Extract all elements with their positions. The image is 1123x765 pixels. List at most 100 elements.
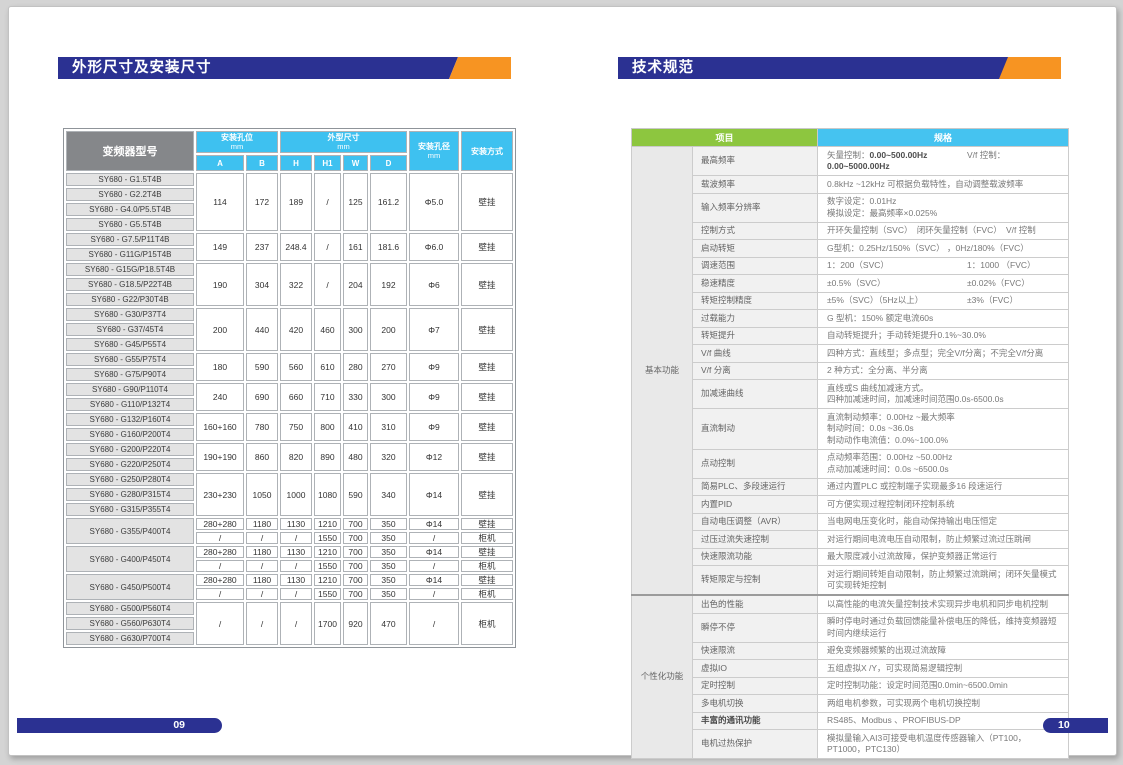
table-row: SY680 - G110/P132T4	[66, 398, 513, 411]
spec-cell: 矢量控制：0.00~500.00Hz V/f 控制：0.00~5000.00Hz	[817, 146, 1069, 176]
dimension-cell: 壁挂	[461, 383, 513, 411]
table-row: SY680 - G7.5/P11T4B 149 237 248.4/161 181.6 Φ…	[66, 233, 513, 261]
model-cell: SY680 - G560/P630T4	[66, 617, 194, 630]
dimension-cell: /	[280, 560, 312, 572]
table-row: SY680 - G200/P220T4 190+190 860 820 890 480 32…	[66, 443, 513, 471]
dimension-cell: 柜机	[461, 532, 513, 544]
dimension-cell: 壁挂	[461, 233, 513, 261]
dimension-cell: 230+230	[196, 473, 244, 516]
table-row: SY680 - G75/P90T4	[66, 368, 513, 381]
spec-cell: G 型机：150% 额定电流60s	[817, 309, 1069, 328]
dimension-cell: /	[314, 263, 341, 306]
item-cell: V/f 分离	[692, 361, 818, 380]
dimension-cell: /	[314, 173, 341, 231]
category-cell: 基本功能	[631, 146, 693, 596]
table-row: SY680 - G220/P250T4	[66, 458, 513, 471]
mount-holes-label: 安装孔位	[221, 133, 253, 142]
dimension-cell: 1210	[314, 546, 341, 558]
spec-cell: 以高性能的电流矢量控制技术实现异步电机和同步电机控制	[817, 594, 1069, 614]
dimension-cell: 590	[246, 353, 278, 381]
dimension-cell: /	[409, 588, 459, 600]
specs-table-body: 基本功能 最高频率 矢量控制：0.00~500.00Hz V/f 控制：0.00~50…	[631, 146, 1069, 759]
model-cell: SY680 - G500/P560T4	[66, 602, 194, 615]
category-cell: 个性化功能	[631, 594, 693, 759]
spec-line: ±0.5%（SVC） ±0.02%（FVC）	[827, 278, 1059, 290]
spec-row: 转矩控制精度 ±5%（SVC）（5Hz以上） ±3%（FVC）	[632, 291, 1069, 310]
spec-cell: 2 种方式：全分离、半分离	[817, 361, 1069, 380]
dimension-cell: 300	[370, 383, 407, 411]
header-row-groups: 变频器型号 安装孔位 mm 外型尺寸 mm 安装孔径 mm	[66, 131, 513, 171]
model-cell: SY680 - G4.0/P5.5T4B	[66, 203, 194, 216]
spec-line: G型机：0.25Hz/150%（SVC） ，0Hz/180%（FVC）	[827, 242, 1029, 253]
table-row: SY680 - G132/P160T4 160+160 780 750 800 410 31…	[66, 413, 513, 441]
spec-row: 转矩提升 自动转矩提升；手动转矩提升0.1%~30.0%	[632, 326, 1069, 345]
dimension-cell: 700	[343, 574, 368, 586]
spec-row: 基本功能 最高频率 矢量控制：0.00~500.00Hz V/f 控制：0.00~50…	[631, 146, 1069, 596]
dimension-cell: Φ5.0	[409, 173, 459, 231]
dimension-cell: 237	[246, 233, 278, 261]
table-row: SY680 - G5.5T4B	[66, 218, 513, 231]
dimension-cell: Φ14	[409, 546, 459, 558]
dimension-cell: 440	[246, 308, 278, 351]
spec-cell: 点动频率范围：0.00Hz ~50.00Hz 点动加减速时间：0.0s ~6500…	[817, 448, 1069, 479]
col-header-spec: 规格	[817, 128, 1069, 147]
dimension-cell: Φ9	[409, 413, 459, 441]
dimension-cell: 280+280	[196, 546, 244, 558]
spec-line: 对运行期间电流电压自动限制，防止频繁过流过压跳闸	[827, 533, 1032, 544]
dimension-cell: 240	[196, 383, 244, 411]
dimension-cell: 160+160	[196, 413, 244, 441]
dimension-cell: 700	[343, 532, 368, 544]
dimension-cell: 610	[314, 353, 341, 381]
spec-line: 最大限度减小过流故障，保护变频器正常运行	[827, 551, 998, 561]
spec-line: 开环矢量控制（SVC） 闭环矢量控制（FVC） V/f 控制	[827, 225, 1036, 235]
dimension-cell: Φ9	[409, 353, 459, 381]
spec-row: 转矩限定与控制 对运行期间转矩自动限制，防止频繁过流跳闸；闭环矢量模式可实现转矩控…	[632, 565, 1069, 596]
dimension-cell: 200	[370, 308, 407, 351]
dimension-cell: 壁挂	[461, 574, 513, 586]
spec-row: 过压过流失速控制 对运行期间电流电压自动限制，防止频繁过流过压跳闸	[632, 530, 1069, 549]
spec-col: 1：1000 （FVC）	[967, 260, 1036, 270]
dimensions-table: 变频器型号 安装孔位 mm 外型尺寸 mm 安装孔径 mm	[63, 128, 516, 648]
spec-row: 直流制动 直流制动频率：0.00Hz ~最大频率 制动时间：0.0s ~36.0s 制…	[632, 408, 1069, 450]
spec-col: ±0.5%（SVC）	[827, 277, 886, 288]
dimension-cell: 300	[343, 308, 368, 351]
dimension-cell: 270	[370, 353, 407, 381]
dimension-cell: 780	[246, 413, 278, 441]
dimension-cell: 壁挂	[461, 546, 513, 558]
spec-line: 以高性能的电流矢量控制技术实现异步电机和同步电机控制	[827, 598, 1049, 609]
spec-row: V/f 分离 2 种方式：全分离、半分离	[632, 361, 1069, 380]
dimension-cell: 1000	[280, 473, 312, 516]
dimension-cell: 700	[343, 518, 368, 530]
spec-col: 1：200（SVC）	[827, 260, 889, 270]
spec-cell: 数字设定：0.01Hz 模拟设定：最高频率×0.025%	[817, 192, 1069, 223]
spec-line: 当电网电压变化时，能自动保持输出电压恒定	[827, 516, 998, 526]
spec-line: 通过内置PLC 或控制端子实现最多16 段速运行	[827, 481, 1003, 491]
spec-line: 瞬时停电时通过负载回馈能量补偿电压的降低，维持变频器短时间内继续运行	[827, 616, 1057, 638]
spec-cell: 1：200（SVC） 1：1000 （FVC）	[817, 256, 1069, 275]
col-group-outer-dims: 外型尺寸 mm	[280, 131, 407, 153]
model-cell: SY680 - G90/P110T4	[66, 383, 194, 396]
table-row: SY680 - G37/45T4	[66, 323, 513, 336]
dimension-cell: Φ6.0	[409, 233, 459, 261]
model-cell: SY680 - G45/P55T4	[66, 338, 194, 351]
col-header-model: 变频器型号	[66, 131, 194, 171]
spec-line: 定时控制功能：设定时间范围0.0min~6500.0min	[827, 680, 1008, 690]
dimension-cell: 114	[196, 173, 244, 231]
table-row: SY680 - G45/P55T4	[66, 338, 513, 351]
spec-cell: 自动转矩提升；手动转矩提升0.1%~30.0%	[817, 326, 1069, 345]
spec-row: 载波频率 0.8kHz ~12kHz 可根据负载特性，自动调整载波频率	[632, 175, 1069, 194]
spec-line: 直流制动频率：0.00Hz ~最大频率	[827, 411, 955, 422]
dimension-cell: 700	[343, 560, 368, 572]
spec-line: ±5%（SVC）（5Hz以上） ±3%（FVC）	[827, 295, 1059, 307]
dimension-cell: 172	[246, 173, 278, 231]
table-row: SY680 - G90/P110T4 240 690 660 710 330 300 Φ9 壁挂	[66, 383, 513, 411]
table-row: SY680 - G30/P37T4 200 440 420 460 300 200 Φ7 壁挂	[66, 308, 513, 351]
hole-dia-label: 安装孔径	[418, 142, 450, 151]
table-row: SY680 - G160/P200T4	[66, 428, 513, 441]
spec-line: 模拟设定：最高频率×0.025%	[827, 207, 938, 218]
spec-cell: 可方便实现过程控制闭环控制系统	[817, 495, 1069, 514]
dimension-cell: /	[280, 532, 312, 544]
dimension-cell: 350	[370, 588, 407, 600]
spec-row: 自动电压调整（AVR） 当电网电压变化时，能自动保持输出电压恒定	[632, 512, 1069, 531]
specs-table-container: 项目 规格 基本功能 最高频率 矢量控制：0.00~500.00Hz V/f 控制：0…	[631, 128, 1069, 759]
